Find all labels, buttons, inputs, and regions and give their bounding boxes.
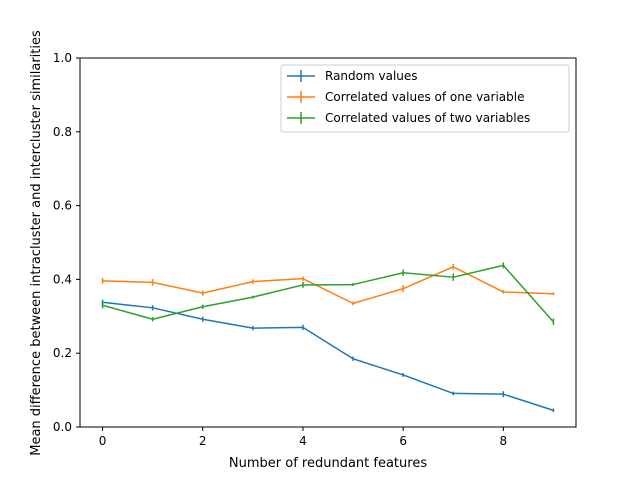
x-tick-label: 0 (99, 434, 107, 448)
x-tick-label: 8 (500, 434, 508, 448)
y-tick-label: 1.0 (53, 51, 72, 65)
x-axis-label: Number of redundant features (229, 456, 427, 471)
axes-frame (79, 57, 577, 428)
y-axis-label: Mean difference between intracluster and… (29, 30, 44, 456)
y-tick-label: 0.8 (53, 125, 72, 139)
x-tick-label: 4 (299, 434, 307, 448)
series-2 (101, 263, 555, 306)
y-tick-label: 0.0 (53, 420, 72, 434)
y-axis-ticks: 0.0 0.2 0.4 0.6 0.8 1.0 (53, 51, 80, 434)
series-3 (101, 262, 555, 326)
y-tick-label: 0.4 (53, 272, 72, 286)
x-tick-label: 2 (199, 434, 207, 448)
plot-area (79, 57, 577, 428)
legend-item: Random values (287, 69, 418, 83)
y-tick-label: 0.6 (53, 199, 72, 213)
legend-box (280, 64, 570, 133)
legend-label: Correlated values of two variables (325, 111, 530, 125)
legend: Random values Correlated values of one va… (280, 64, 570, 133)
legend-item: Correlated values of two variables (287, 111, 530, 125)
y-tick-label: 0.2 (53, 346, 72, 360)
series-line (102, 264, 555, 323)
x-axis-ticks: 0 2 4 6 8 (99, 427, 507, 448)
legend-label: Correlated values of one variable (325, 90, 524, 104)
legend-item: Correlated values of one variable (287, 90, 524, 104)
series-line (102, 266, 554, 305)
legend-label: Random values (325, 69, 418, 83)
series-layer (101, 262, 555, 413)
x-tick-label: 6 (399, 434, 407, 448)
